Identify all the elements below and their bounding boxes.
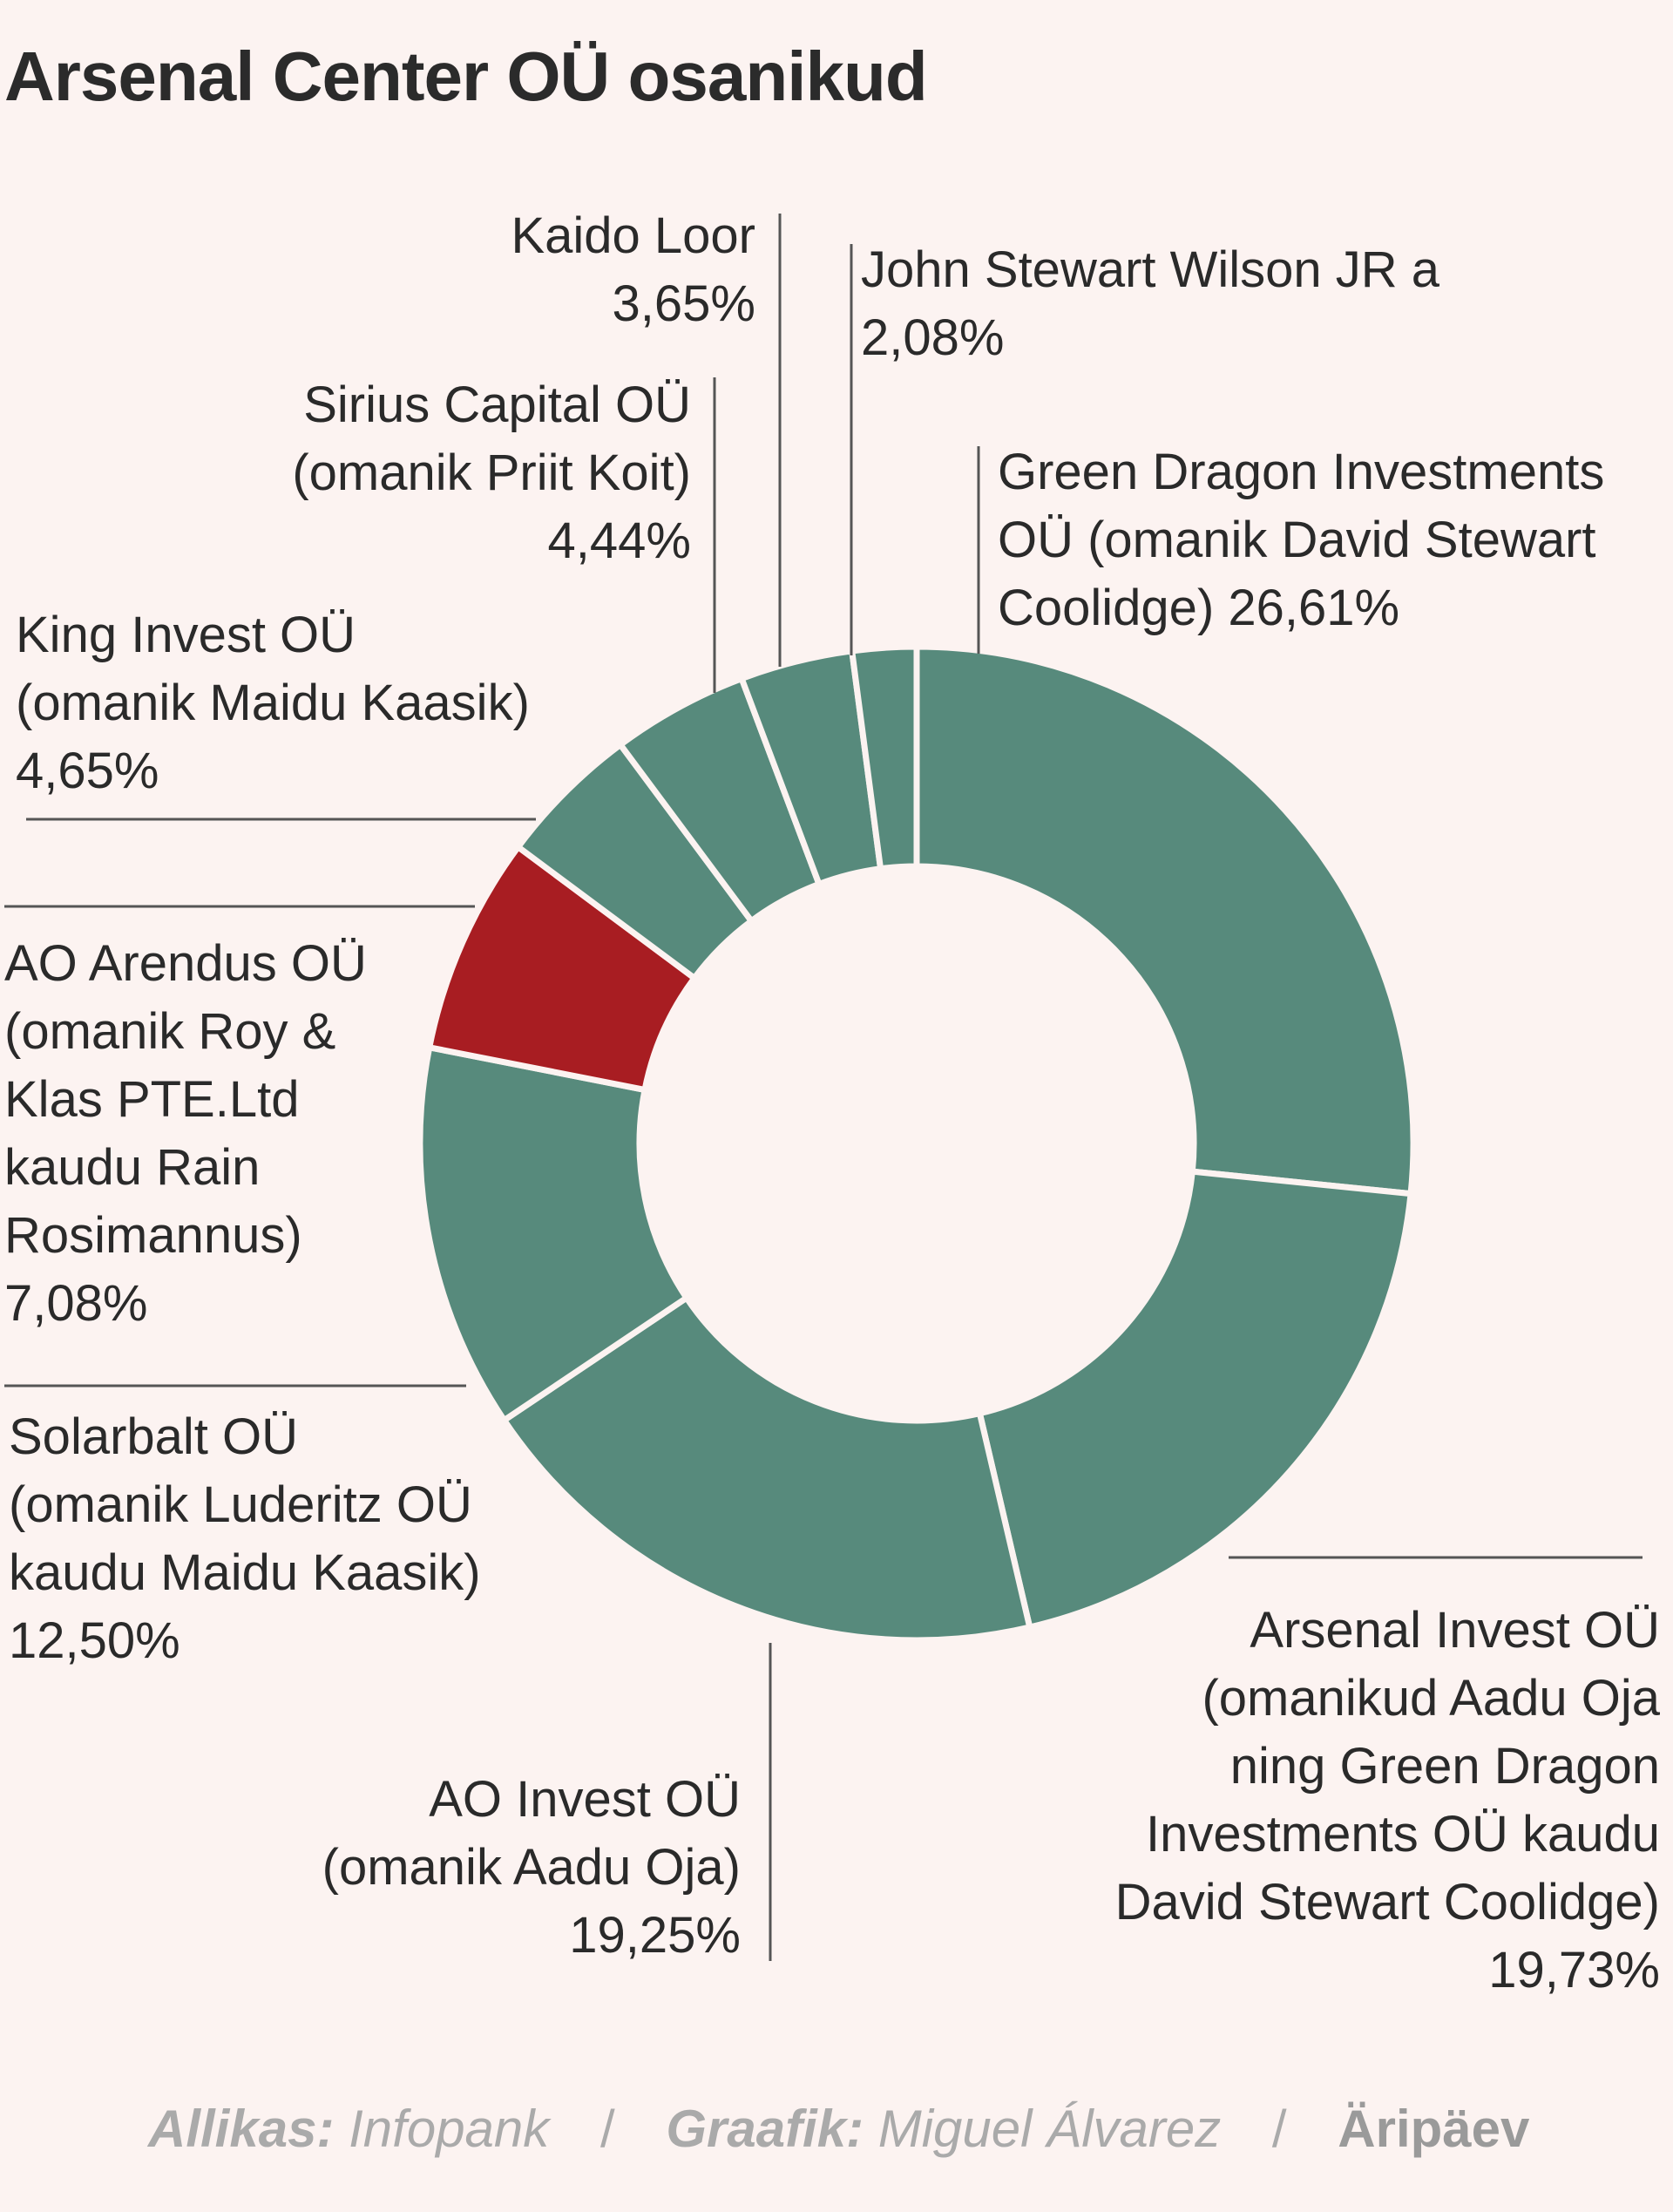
slice-value-label: 19,73% <box>1488 1942 1660 1998</box>
footer-separator: / <box>1271 2100 1287 2158</box>
slice-name-line: (omanik Maidu Kaasik) <box>16 675 530 731</box>
source-value: Infopank <box>349 2100 550 2158</box>
label-john-wilson: John Stewart Wilson JR a 2,08% <box>861 236 1439 372</box>
source-key: Allikas: <box>148 2100 335 2158</box>
slice-value-label: 12,50% <box>9 1612 180 1669</box>
slice-name-line: (omanik Aadu Oja) <box>322 1839 741 1896</box>
chart-title: Arsenal Center OÜ osanikud <box>4 37 928 115</box>
slice-name-line: Klas PTE.Ltd <box>4 1071 300 1128</box>
label-green-dragon: Green Dragon Investments OÜ (omanik David… <box>998 438 1604 642</box>
slice-value-label: 4,44% <box>547 512 691 569</box>
slice-ao-invest <box>499 1293 1033 1644</box>
slice-name-line: OÜ (omanik David Stewart <box>998 512 1596 568</box>
graphic-value: Miguel Álvarez <box>877 2100 1222 2158</box>
footer-separator: / <box>599 2100 615 2158</box>
footer-credits: Allikas: Infopank / Graafik: Miguel Álva… <box>148 2099 1529 2159</box>
slice-green-dragon <box>913 643 1417 1198</box>
slice-name-line: AO Invest OÜ <box>429 1771 741 1828</box>
slice-value-label: 7,08% <box>4 1275 148 1332</box>
slice-name-line: (omanikud Aadu Oja <box>1202 1670 1660 1727</box>
slice-name-line: (omanik Priit Koit) <box>292 444 691 501</box>
slice-name-line: Kaido Loor <box>511 207 755 264</box>
label-sirius-capital: Sirius Capital OÜ (omanik Priit Koit) 4,44… <box>292 371 691 575</box>
slice-name-line: kaudu Rain <box>4 1139 261 1196</box>
slice-name-line: (omanik Roy & <box>4 1003 336 1060</box>
slice-value-label: 2,08% <box>861 309 1005 366</box>
slice-name-line: (omanik Luderitz OÜ <box>9 1476 472 1533</box>
label-king-invest: King Invest OÜ (omanik Maidu Kaasik) 4,65% <box>16 601 530 805</box>
slice-value-label: 4,65% <box>16 743 159 799</box>
slice-name-line: Green Dragon Investments <box>998 444 1605 500</box>
slice-name-line: Arsenal Invest OÜ <box>1250 1602 1660 1659</box>
graphic-key: Graafik: <box>666 2100 864 2158</box>
slice-arsenal-invest <box>976 1168 1414 1632</box>
slice-john-wilson <box>848 643 920 872</box>
slice-name-line: Investments OÜ kaudu <box>1146 1806 1660 1863</box>
slice-name-line: John Stewart Wilson JR a <box>861 241 1440 298</box>
label-solarbalt: Solarbalt OÜ (omanik Luderitz OÜ kaudu Mai… <box>9 1403 481 1675</box>
label-ao-arendus: AO Arendus OÜ (omanik Roy & Klas PTE.Ltd ka… <box>4 930 367 1338</box>
label-arsenal-invest: Arsenal Invest OÜ (omanikud Aadu Oja ning … <box>1115 1597 1660 2005</box>
slice-name-line: Coolidge) 26,61% <box>998 580 1400 636</box>
slice-name-line: King Invest OÜ <box>16 607 356 663</box>
slice-solarbalt <box>417 1043 691 1425</box>
slice-value-label: 19,25% <box>569 1907 741 1964</box>
slice-name-line: kaudu Maidu Kaasik) <box>9 1544 481 1601</box>
slice-name-line: ning Green Dragon <box>1229 1738 1660 1795</box>
slice-name-line: Rosimannus) <box>4 1207 302 1264</box>
slice-name-line: Sirius Capital OÜ <box>303 377 691 433</box>
slice-name-line: AO Arendus OÜ <box>4 935 367 992</box>
slice-name-line: David Stewart Coolidge) <box>1114 1874 1660 1930</box>
brand-logo: Äripäev <box>1338 2100 1530 2158</box>
label-ao-invest: AO Invest OÜ (omanik Aadu Oja) 19,25% <box>322 1766 741 1970</box>
label-kaido-loor: Kaido Loor 3,65% <box>511 202 755 338</box>
slice-value-label: 3,65% <box>612 275 755 332</box>
slice-name-line: Solarbalt OÜ <box>9 1408 299 1465</box>
